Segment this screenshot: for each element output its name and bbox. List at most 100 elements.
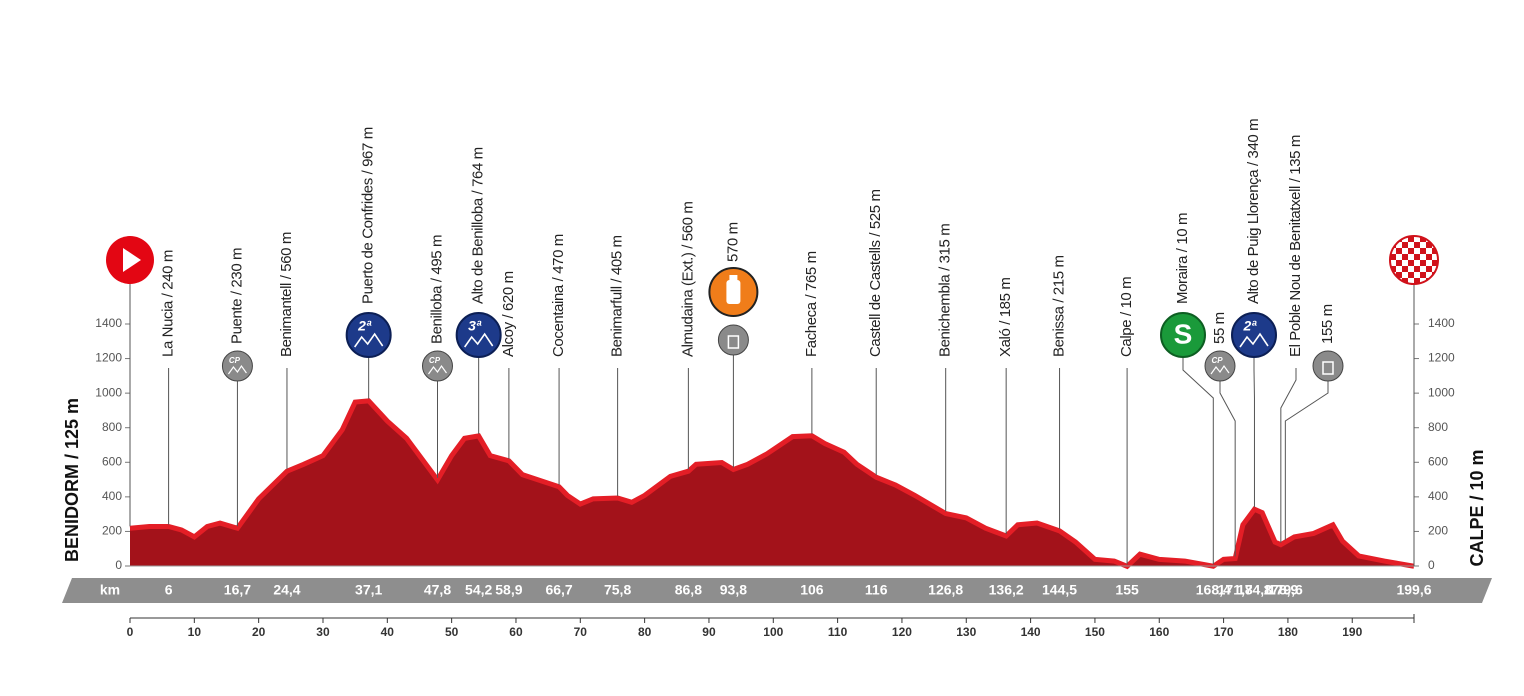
icon-badge: S xyxy=(1174,318,1193,349)
waypoint-label: Benichembla / 315 m xyxy=(937,224,954,357)
x-tick-label: 90 xyxy=(702,625,716,639)
waypoint-label: Cocentaina / 470 m xyxy=(550,234,567,357)
y2-tick-label: 1400 xyxy=(1428,316,1455,330)
finish-check xyxy=(1402,278,1408,284)
feed-cap xyxy=(729,275,738,281)
waypoint-label: Calpe / 10 m xyxy=(1118,277,1135,357)
finish-label: CALPE / 10 m xyxy=(1467,449,1487,566)
y2-tick-label: 0 xyxy=(1428,558,1435,572)
waypoint-label: 155 m xyxy=(1319,304,1336,344)
waypoint-label: Puerto de Confrides / 967 m xyxy=(360,127,377,304)
icon-mountain xyxy=(464,332,494,348)
y-tick-label: 1200 xyxy=(95,351,122,365)
waypoint-label: Puente / 230 m xyxy=(228,248,245,344)
x-tick-label: 190 xyxy=(1342,625,1362,639)
km-marker: 174,8 xyxy=(1237,582,1272,598)
x-tick-label: 140 xyxy=(1021,625,1041,639)
y2-tick-label: 800 xyxy=(1428,420,1448,434)
finish-check xyxy=(1408,248,1414,254)
elevation-line xyxy=(129,398,1415,570)
x-tick-label: 10 xyxy=(188,625,202,639)
y-tick-label: 600 xyxy=(102,454,122,468)
finish-check xyxy=(1390,254,1396,260)
start-label: BENIDORM / 125 m xyxy=(62,398,82,562)
icon-bin xyxy=(1322,361,1334,375)
km-marker: 47,8 xyxy=(424,582,451,598)
icon-badge: CP xyxy=(1211,356,1223,365)
finish-icon xyxy=(1389,235,1439,285)
km-marker: 37,1 xyxy=(355,582,382,598)
waypoint-icon xyxy=(455,312,502,358)
icon-badge: CP xyxy=(229,356,241,365)
km-marker: 16,7 xyxy=(224,582,251,598)
finish-check xyxy=(1420,272,1426,278)
waypoint-label: Benissa / 215 m xyxy=(1051,255,1068,357)
icon-mountain xyxy=(227,364,247,375)
km-marker: 179,6 xyxy=(1268,582,1303,598)
waypoint-line xyxy=(1182,358,1214,565)
finish-check xyxy=(1432,260,1438,266)
km-marker: 178,9 xyxy=(1263,582,1298,598)
finish-check xyxy=(1396,272,1402,278)
x-tick-label: 150 xyxy=(1085,625,1105,639)
finish-check xyxy=(1420,260,1426,266)
finish-check xyxy=(1420,236,1426,242)
y-tick-label: 200 xyxy=(102,524,122,538)
finish-check xyxy=(1402,266,1408,272)
icon-mountain xyxy=(1239,332,1269,348)
finish-check xyxy=(1432,248,1438,254)
waypoint-line xyxy=(1219,381,1236,557)
x-tick-label: 120 xyxy=(892,625,912,639)
icon-badge: CP xyxy=(429,356,441,365)
icon-badge: 2ª xyxy=(357,318,372,334)
waypoint-label: La Nucia / 240 m xyxy=(160,250,177,357)
y-tick-label: 1000 xyxy=(95,385,122,399)
x-tick-label: 40 xyxy=(381,625,395,639)
km-marker: 144,5 xyxy=(1042,582,1077,598)
km-marker: 106 xyxy=(800,582,824,598)
waypoint-label: El Poble Nou de Benitatxell / 135 m xyxy=(1287,135,1304,357)
finish-check xyxy=(1408,260,1414,266)
waypoint-icon xyxy=(1312,350,1344,382)
finish-check xyxy=(1426,254,1432,260)
waypoint-icon xyxy=(421,350,453,382)
waypoint-icon xyxy=(345,312,392,358)
finish-check xyxy=(1408,272,1414,278)
x-tick-label: 20 xyxy=(252,625,266,639)
waypoint-label: Benilloba / 495 m xyxy=(428,235,445,344)
y-tick-label: 1400 xyxy=(95,316,122,330)
finish-check xyxy=(1408,236,1414,242)
km-marker: 24,4 xyxy=(273,582,300,598)
finish-check xyxy=(1390,278,1396,284)
waypoint-icon xyxy=(1204,350,1236,382)
y-tick-label: 400 xyxy=(102,489,122,503)
waypoint-label: Alcoy / 620 m xyxy=(500,271,517,357)
waypoint-label: Moraira / 10 m xyxy=(1174,213,1191,304)
waypoint-label: 55 m xyxy=(1211,312,1228,344)
feed-bottle xyxy=(726,280,741,304)
km-marker: 6 xyxy=(165,582,173,598)
km-marker: 168,4 xyxy=(1196,582,1231,598)
icon-mountain xyxy=(1210,364,1230,375)
km-marker: 136,2 xyxy=(989,582,1024,598)
km-label: km xyxy=(100,582,120,598)
icon-mountain xyxy=(354,332,384,348)
waypoint-label: Alto de Puig Llorença / 340 m xyxy=(1245,119,1262,304)
x-tick-label: 70 xyxy=(574,625,588,639)
km-marker: 75,8 xyxy=(604,582,631,598)
finish-check xyxy=(1414,278,1420,284)
x-tick-label: 80 xyxy=(638,625,652,639)
waypoint-label: Benimantell / 560 m xyxy=(278,232,295,357)
finish-ring xyxy=(1389,235,1439,285)
waypoint-line xyxy=(1284,381,1329,541)
elevation-area xyxy=(130,398,1414,566)
y2-tick-label: 600 xyxy=(1428,454,1448,468)
waypoint-label: Facheca / 765 m xyxy=(803,251,820,357)
x-tick-label: 170 xyxy=(1214,625,1234,639)
waypoint-icon xyxy=(1160,312,1206,358)
waypoint-icon xyxy=(221,350,253,382)
x-tick-label: 30 xyxy=(316,625,330,639)
y-tick-label: 800 xyxy=(102,420,122,434)
x-tick-label: 180 xyxy=(1278,625,1298,639)
